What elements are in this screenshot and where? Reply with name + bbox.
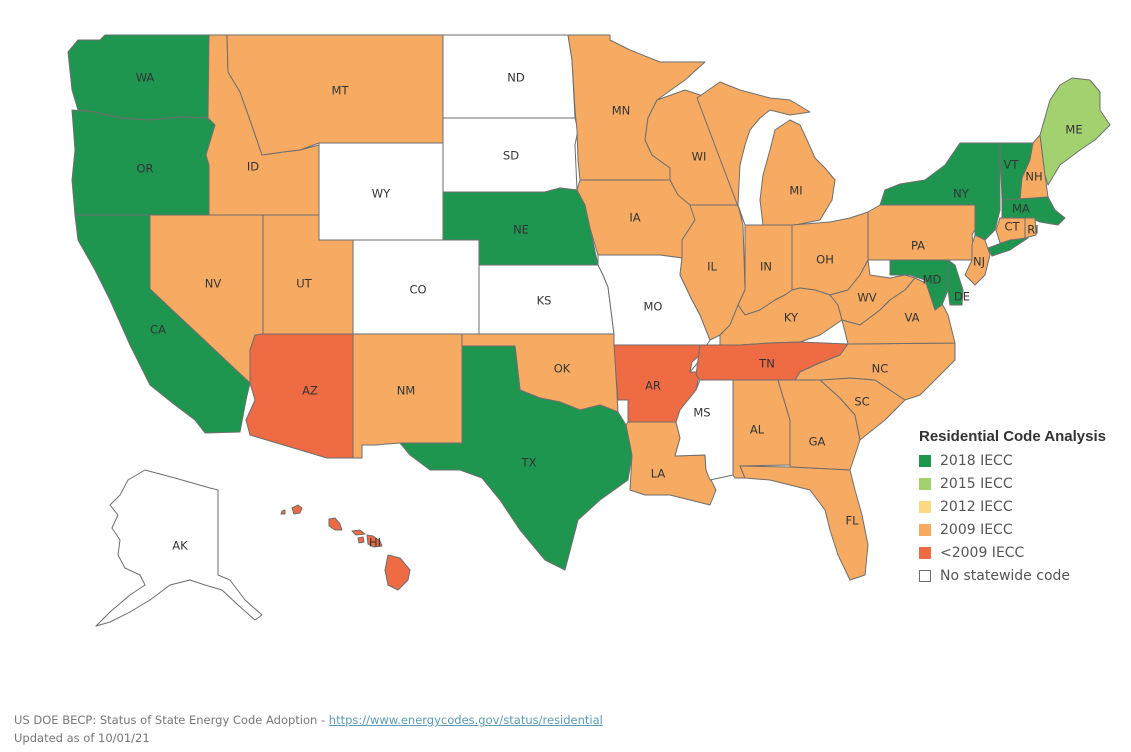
label-VA: VA xyxy=(905,311,920,325)
source-text: US DOE BECP: Status of State Energy Code… xyxy=(14,713,329,727)
legend-label: 2018 IECC xyxy=(940,452,1013,469)
label-MS: MS xyxy=(693,406,710,420)
label-HI: HI xyxy=(369,536,381,550)
state-NY-long-island xyxy=(987,237,1029,257)
label-WA: WA xyxy=(136,71,155,85)
label-KS: KS xyxy=(537,294,552,308)
label-FL: FL xyxy=(845,514,859,528)
legend-label: 2012 IECC xyxy=(940,498,1013,515)
label-CA: CA xyxy=(150,323,166,337)
label-CT: CT xyxy=(1004,220,1020,234)
label-MN: MN xyxy=(612,104,631,118)
state-NC[interactable] xyxy=(794,342,956,401)
label-NY: NY xyxy=(953,187,970,201)
legend: Residential Code Analysis 2018 IECC 2015… xyxy=(919,428,1106,587)
label-AR: AR xyxy=(645,379,661,393)
label-VT: VT xyxy=(1004,158,1020,172)
updated-date: Updated as of 10/01/21 xyxy=(14,731,150,745)
swatch-2015-icon xyxy=(919,477,931,490)
legend-label: 2015 IECC xyxy=(940,475,1013,492)
legend-item-2012[interactable]: 2012 IECC xyxy=(919,495,1106,518)
source-line: US DOE BECP: Status of State Energy Code… xyxy=(14,711,603,729)
label-PA: PA xyxy=(911,239,925,253)
label-WI: WI xyxy=(692,150,707,164)
state-DE[interactable] xyxy=(947,259,964,306)
state-RI[interactable] xyxy=(1024,217,1037,239)
label-AZ: AZ xyxy=(302,384,318,398)
state-MI[interactable] xyxy=(696,81,836,226)
state-ME[interactable] xyxy=(1039,77,1111,186)
state-IL[interactable] xyxy=(679,204,746,341)
label-NM: NM xyxy=(397,384,416,398)
legend-label: <2009 IECC xyxy=(940,544,1025,561)
label-OR: OR xyxy=(136,162,153,176)
legend-item-lt2009[interactable]: <2009 IECC xyxy=(919,541,1106,564)
swatch-none-icon xyxy=(919,569,931,582)
label-TN: TN xyxy=(758,357,775,371)
label-NE: NE xyxy=(513,223,529,237)
swatch-2018-icon xyxy=(919,454,931,467)
swatch-2009-icon xyxy=(919,523,931,536)
legend-item-2018[interactable]: 2018 IECC xyxy=(919,449,1106,472)
label-MD: MD xyxy=(923,273,942,287)
state-VA[interactable] xyxy=(841,277,956,345)
label-NC: NC xyxy=(872,362,889,376)
label-MO: MO xyxy=(644,300,663,314)
state-AZ[interactable] xyxy=(245,333,354,459)
state-labels: WA OR CA ID MT NV UT AZ NM WY CO ND SD N… xyxy=(136,71,1083,553)
label-IL: IL xyxy=(707,260,717,274)
state-MD[interactable] xyxy=(889,259,951,311)
label-WV: WV xyxy=(857,291,876,305)
label-DE: DE xyxy=(954,290,970,304)
label-IN: IN xyxy=(760,260,772,274)
label-GA: GA xyxy=(809,435,826,449)
label-SC: SC xyxy=(854,395,869,409)
label-MT: MT xyxy=(332,84,350,98)
label-SD: SD xyxy=(503,149,519,163)
legend-item-2015[interactable]: 2015 IECC xyxy=(919,472,1106,495)
state-TX[interactable] xyxy=(399,345,633,571)
state-NJ[interactable] xyxy=(964,234,991,286)
footer: US DOE BECP: Status of State Energy Code… xyxy=(14,711,603,747)
label-IA: IA xyxy=(629,211,640,225)
legend-item-none[interactable]: No statewide code xyxy=(919,564,1106,587)
label-MI: MI xyxy=(789,184,802,198)
legend-title: Residential Code Analysis xyxy=(919,428,1107,445)
swatch-lt2009-icon xyxy=(919,546,931,559)
label-UT: UT xyxy=(296,277,312,291)
label-NV: NV xyxy=(205,277,222,291)
source-link[interactable]: https://www.energycodes.gov/status/resid… xyxy=(328,713,603,727)
label-ID: ID xyxy=(247,160,259,174)
label-MA: MA xyxy=(1012,202,1030,216)
legend-label: 2009 IECC xyxy=(940,521,1013,538)
label-AK: AK xyxy=(172,539,188,553)
label-AL: AL xyxy=(750,423,765,437)
legend-item-2009[interactable]: 2009 IECC xyxy=(919,518,1106,541)
label-ND: ND xyxy=(507,71,525,85)
label-OK: OK xyxy=(554,362,571,376)
state-HI[interactable] xyxy=(280,504,411,591)
label-NJ: NJ xyxy=(973,255,985,269)
legend-label: No statewide code xyxy=(940,567,1071,584)
label-RI: RI xyxy=(1027,223,1038,237)
label-WY: WY xyxy=(372,187,391,201)
label-NH: NH xyxy=(1025,170,1042,184)
state-FL[interactable] xyxy=(739,465,869,581)
swatch-2012-icon xyxy=(919,500,931,513)
state-AK[interactable] xyxy=(95,469,263,627)
label-KY: KY xyxy=(784,311,799,325)
label-ME: ME xyxy=(1065,123,1082,137)
label-LA: LA xyxy=(651,467,666,481)
label-TX: TX xyxy=(521,456,537,470)
label-CO: CO xyxy=(409,283,426,297)
label-OH: OH xyxy=(816,253,834,267)
